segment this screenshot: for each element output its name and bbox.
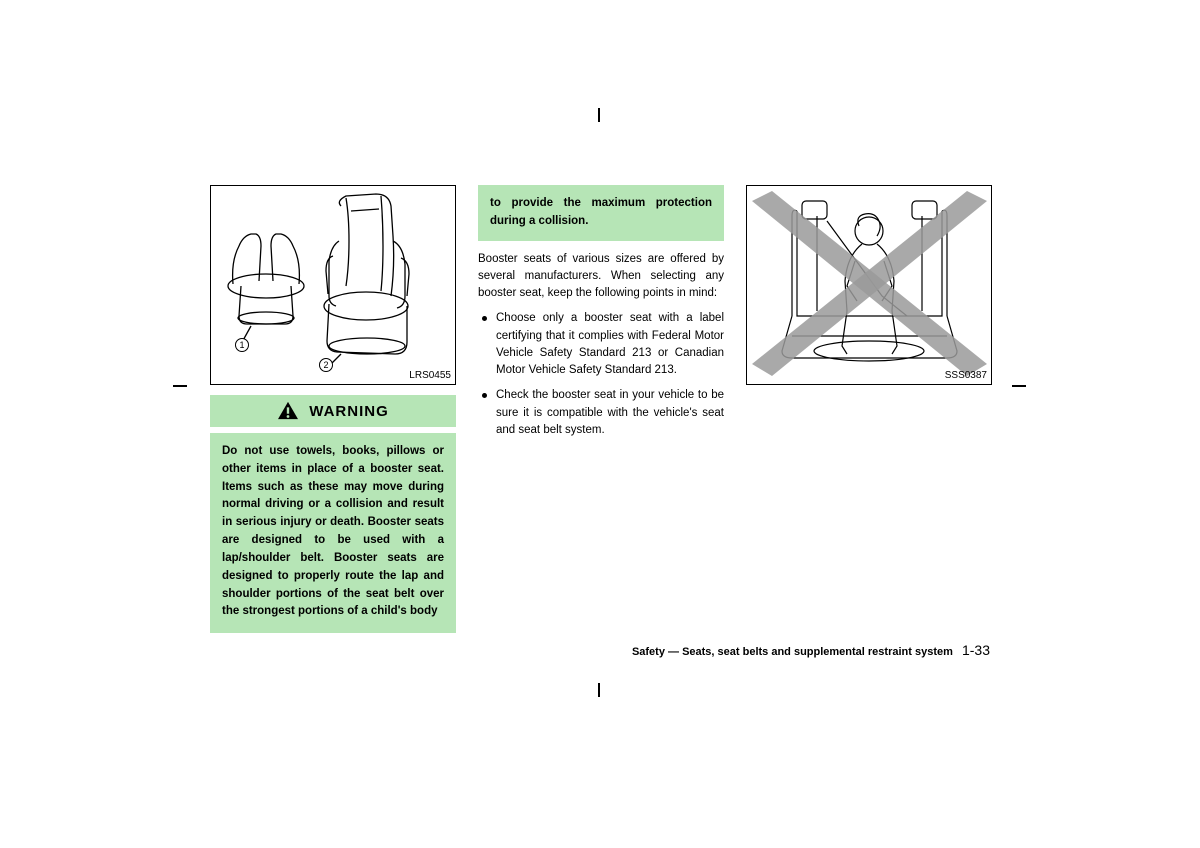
crop-mark (598, 108, 600, 122)
footer-page-number: 1-33 (962, 642, 990, 658)
warning-body-box: Do not use towels, books, pillows or oth… (210, 433, 456, 633)
warning-title: WARNING (309, 403, 389, 420)
list-item: Choose only a booster seat with a label … (478, 310, 724, 379)
column-1: 1 2 LRS0455 WARNING Do not use towels, b… (210, 185, 456, 633)
crossed-out-illustration (747, 186, 991, 384)
crop-mark (1012, 385, 1026, 387)
booster-seat-illustration (211, 186, 455, 384)
footer-section: Safety — Seats, seat belts and supplemen… (632, 646, 953, 658)
figure-incorrect-use: SSS0387 (746, 185, 992, 385)
list-item: Check the booster seat in your vehicle t… (478, 387, 724, 439)
warning-header: WARNING (210, 395, 456, 427)
callout-1: 1 (235, 338, 249, 352)
callout-2: 2 (319, 358, 333, 372)
page-container: 1 2 LRS0455 WARNING Do not use towels, b… (0, 0, 1200, 848)
figure-label: SSS0387 (945, 370, 987, 381)
page-footer: Safety — Seats, seat belts and supplemen… (632, 642, 990, 658)
crop-mark (598, 683, 600, 697)
intro-paragraph: Booster seats of various sizes are offer… (478, 251, 724, 303)
bullet-list: Choose only a booster seat with a label … (478, 310, 724, 447)
content-columns: 1 2 LRS0455 WARNING Do not use towels, b… (210, 185, 990, 633)
warning-triangle-icon (277, 401, 299, 421)
figure-label: LRS0455 (409, 370, 451, 381)
column-2: to provide the maximum protection during… (478, 185, 724, 633)
crop-mark (173, 385, 187, 387)
warning-text: Do not use towels, books, pillows or oth… (222, 443, 444, 621)
figure-booster-seats: 1 2 LRS0455 (210, 185, 456, 385)
warning-continuation-text: to provide the maximum protection during… (490, 195, 712, 231)
warning-continuation-box: to provide the maximum protection during… (478, 185, 724, 241)
column-3: SSS0387 (746, 185, 992, 633)
